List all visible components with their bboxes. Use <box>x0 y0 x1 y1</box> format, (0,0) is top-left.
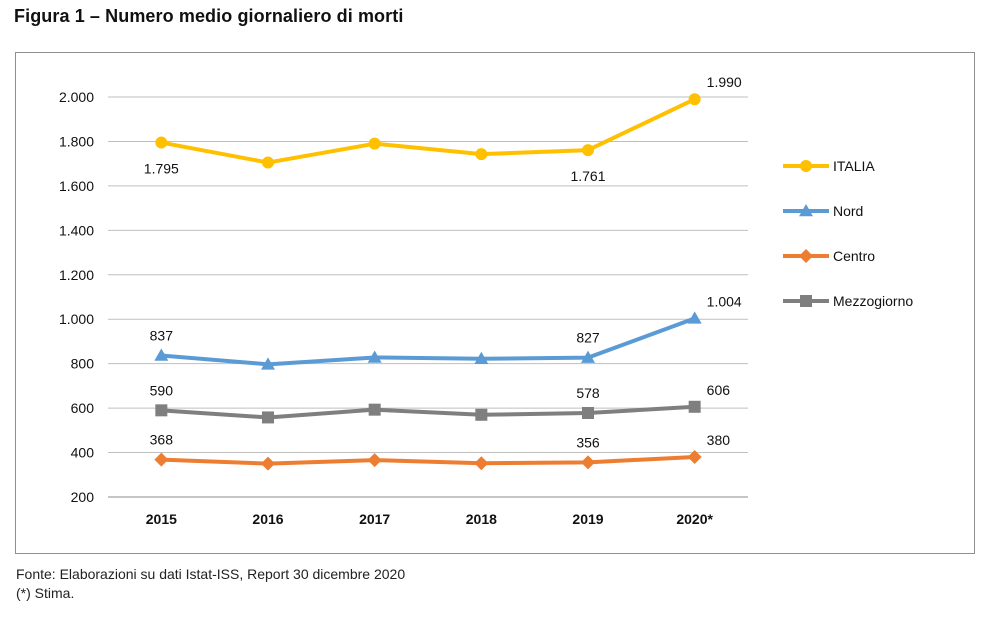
legend-item-italia: ITALIA <box>783 158 875 174</box>
data-point <box>581 350 595 363</box>
y-tick-label: 800 <box>71 356 95 372</box>
data-point <box>154 348 169 361</box>
estimate-note: (*) Stima. <box>16 585 75 601</box>
data-point <box>261 357 275 370</box>
series-line <box>161 316 696 367</box>
data-point <box>367 350 382 363</box>
legend-item-centro: Centro <box>783 248 875 264</box>
data-point <box>155 404 168 417</box>
legend-label: Centro <box>833 248 875 264</box>
data-point <box>582 407 594 419</box>
data-point <box>799 204 813 217</box>
data-point <box>261 456 275 471</box>
data-point <box>475 408 488 421</box>
x-tick-label: 2019 <box>572 511 603 527</box>
source-note: Fonte: Elaborazioni su dati Istat-ISS, R… <box>16 566 406 582</box>
figure-title: Figura 1 – Numero medio giornaliero di m… <box>14 6 404 26</box>
y-tick-label: 1.000 <box>59 311 94 327</box>
data-point <box>368 137 381 150</box>
x-tick-label: 2017 <box>359 511 390 527</box>
data-point <box>262 156 274 169</box>
data-point <box>687 311 702 324</box>
data-label: 1.795 <box>144 161 179 177</box>
data-point <box>474 456 489 471</box>
data-point <box>800 160 812 172</box>
x-tick-label: 2015 <box>146 511 177 527</box>
data-label: 590 <box>150 382 174 398</box>
data-label: 578 <box>576 385 600 401</box>
legend-item-nord: Nord <box>783 203 863 219</box>
data-point <box>262 411 274 424</box>
data-point <box>687 450 702 464</box>
series-nord <box>154 311 702 370</box>
data-label: 1.761 <box>570 168 605 184</box>
data-label: 1.004 <box>707 293 742 309</box>
data-label: 380 <box>707 432 731 448</box>
x-tick-label: 2020* <box>676 511 713 527</box>
data-label: 827 <box>576 330 600 346</box>
data-point <box>475 148 488 161</box>
series-italia <box>155 93 701 169</box>
data-point <box>581 455 595 470</box>
legend-label: Nord <box>833 203 863 219</box>
data-point <box>367 453 382 468</box>
data-point <box>799 249 813 263</box>
data-point <box>688 400 701 413</box>
data-point <box>582 144 594 157</box>
legend-label: Mezzogiorno <box>833 293 913 309</box>
data-point <box>154 452 169 467</box>
legend: ITALIA Nord Centro Mezzogiorno <box>783 158 913 309</box>
legend-label: ITALIA <box>833 158 875 174</box>
series-line <box>161 455 695 466</box>
data-label: 606 <box>707 382 731 398</box>
data-label: 368 <box>150 432 174 448</box>
y-tick-label: 1.400 <box>59 222 94 238</box>
series-mezzogiorno <box>155 400 701 424</box>
series-line <box>160 97 696 165</box>
legend-item-mezzogiorno: Mezzogiorno <box>783 293 913 309</box>
y-tick-label: 1.600 <box>59 178 94 194</box>
y-tick-label: 2.000 <box>59 89 94 105</box>
y-tick-label: 1.200 <box>59 267 94 283</box>
data-labels: 1.795 1.761 1.990 837 827 1.004 368 356 380 590 57… <box>144 74 742 450</box>
series-lines <box>154 93 702 471</box>
data-point <box>368 403 381 416</box>
x-tick-label: 2018 <box>466 511 497 527</box>
axes: 200 400 600 800 1.000 1.200 1.400 1.600 1.800 2.0… <box>59 89 748 527</box>
series-centro <box>154 450 702 471</box>
y-tick-label: 1.800 <box>59 133 94 149</box>
series-line <box>161 404 695 420</box>
data-point <box>800 295 812 307</box>
y-tick-label: 600 <box>71 400 95 416</box>
data-label: 837 <box>150 327 174 343</box>
data-label: 1.990 <box>707 74 742 90</box>
gridlines <box>108 96 748 454</box>
x-tick-label: 2016 <box>252 511 283 527</box>
data-point <box>474 351 489 365</box>
data-point <box>688 93 701 106</box>
y-tick-label: 400 <box>71 445 95 461</box>
data-point <box>155 136 168 149</box>
y-tick-label: 200 <box>71 489 95 505</box>
data-label: 356 <box>576 434 600 450</box>
